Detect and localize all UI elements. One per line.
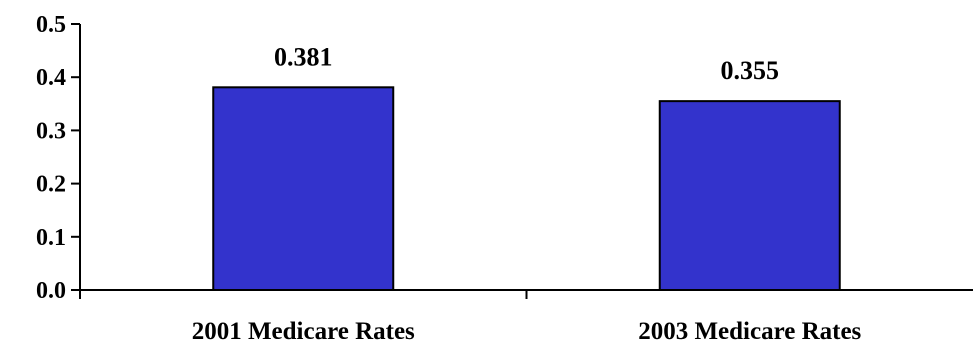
y-axis-ticks: 0.0 0.1 0.2 0.3 0.4 0.5 — [36, 12, 80, 304]
category-label: 2003 Medicare Rates — [638, 318, 861, 345]
y-tick-label: 0.2 — [36, 172, 66, 198]
bar — [212, 86, 395, 291]
category-label: 2001 Medicare Rates — [192, 318, 415, 345]
y-tick-label: 0.1 — [36, 225, 66, 251]
y-tick-label: 0.3 — [36, 118, 66, 144]
data-labels: 0.381 0.355 — [274, 42, 779, 85]
y-tick-label: 0.4 — [36, 65, 66, 91]
category-labels: 2001 Medicare Rates 2003 Medicare Rates — [192, 318, 862, 345]
y-tick-label: 0.0 — [36, 278, 66, 304]
bar — [658, 100, 841, 291]
bars — [212, 86, 841, 291]
x-axis-ticks — [79, 290, 528, 299]
bar-value-label: 0.355 — [721, 56, 780, 85]
y-tick-label: 0.5 — [36, 12, 66, 38]
bar-value-label: 0.381 — [274, 42, 333, 71]
